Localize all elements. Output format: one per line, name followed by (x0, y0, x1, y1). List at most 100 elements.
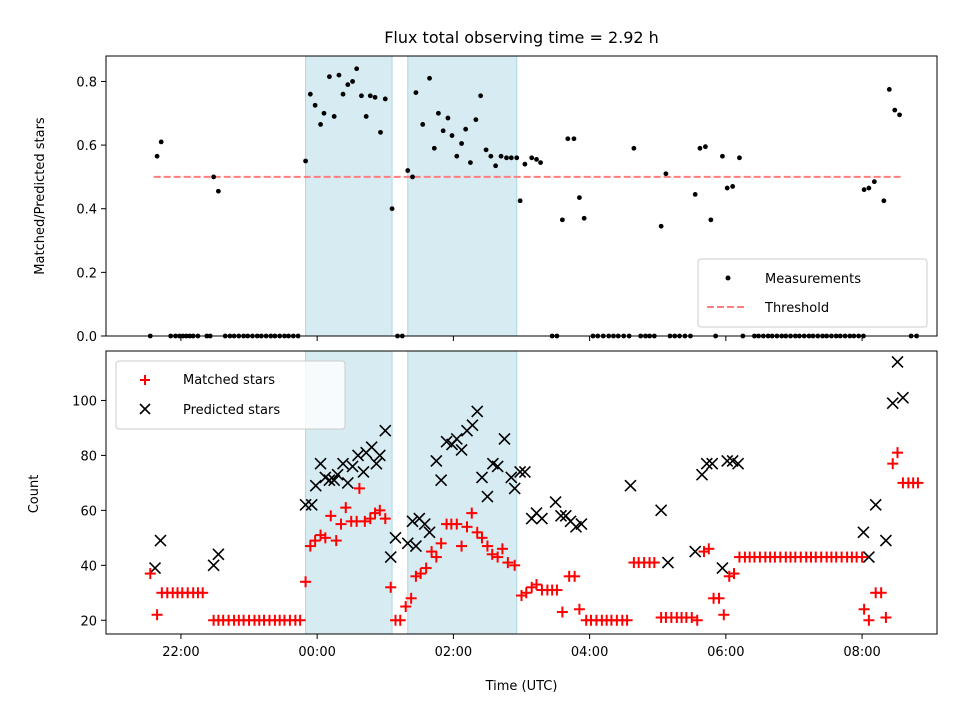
predicted-point (891, 355, 904, 369)
predicted-point-stroke (401, 537, 414, 550)
predicted-point (505, 471, 518, 484)
legend-threshold-label: Threshold (764, 301, 829, 316)
predicted-point (309, 479, 322, 492)
measurement-point (631, 145, 637, 151)
predicted-point-stroke (370, 457, 383, 470)
matched-point (858, 603, 870, 615)
measurement-point (427, 75, 432, 81)
matched-point (551, 584, 563, 596)
matched-point (300, 576, 312, 588)
measurement-point (336, 72, 342, 78)
predicted-point-stroke (323, 474, 336, 487)
predicted-point-stroke (689, 545, 702, 558)
legend-matched-label: Matched stars (183, 373, 275, 388)
measurement-point (861, 187, 867, 193)
predicted-point (148, 561, 162, 575)
predicted-point (879, 534, 892, 547)
predicted-point-stroke (726, 454, 739, 467)
measurement-point (354, 66, 360, 72)
measurement-point (420, 122, 426, 127)
predicted-point (328, 474, 341, 487)
measurement-point (382, 96, 388, 102)
legend-measurements-label: Measurements (765, 272, 861, 287)
measurement-point (514, 155, 520, 161)
predicted-point (305, 498, 318, 511)
matched-point (728, 568, 740, 580)
predicted-point-stroke (575, 518, 588, 531)
matched-point (394, 614, 406, 626)
predicted-point (514, 465, 527, 478)
measurement-point (692, 192, 698, 197)
matched-point (875, 587, 887, 599)
measurement-point (703, 144, 708, 150)
bottom-legend-box (115, 360, 346, 430)
matched-point (330, 535, 342, 547)
measurement-point (363, 114, 369, 119)
x-axis-label: Time (UTC) (485, 679, 558, 694)
predicted-point-stroke (154, 534, 167, 547)
predicted-point-stroke (716, 561, 729, 575)
bottom-shaded-intervals (305, 350, 518, 635)
matched-point (456, 540, 468, 552)
bottom-y-tick-label: 20 (80, 614, 97, 629)
matched-point (492, 551, 504, 563)
top-y-axis-label: Matched/Predicted stars (33, 117, 48, 275)
matched-point (880, 612, 892, 624)
predicted-point-stroke (896, 391, 910, 404)
measurement-point (737, 155, 742, 161)
matched-point (385, 581, 397, 593)
predicted-point (732, 457, 745, 470)
measurement-point (331, 114, 337, 119)
predicted-point (331, 468, 344, 481)
predicted-point (700, 457, 713, 470)
count-series (144, 355, 924, 626)
predicted-point (661, 556, 675, 569)
legend-measurements-marker (725, 275, 731, 281)
predicted-point (435, 474, 448, 487)
predicted-point-stroke (299, 498, 312, 511)
measurement-point (211, 174, 217, 180)
matched-point (509, 559, 521, 571)
measurement-point (697, 145, 703, 151)
predicted-point-stroke (624, 479, 637, 492)
bottom-y-tick-label: 80 (80, 449, 97, 464)
predicted-point (716, 561, 729, 575)
bottom-x-axis: 22:00 00:00 02:00 04:00 06:00 08:00 (162, 634, 881, 660)
predicted-point (351, 449, 365, 462)
matched-point (621, 614, 633, 626)
predicted-point (450, 432, 463, 445)
bottom-y-tick-label: 40 (80, 559, 97, 574)
matched-point (353, 482, 365, 494)
x-tick-label: 04:00 (571, 645, 608, 660)
predicted-point-stroke (481, 490, 494, 503)
matched-point (530, 579, 542, 591)
predicted-point (475, 471, 489, 484)
measurement-point (436, 110, 441, 116)
measurement-point (538, 160, 543, 165)
top-shaded-interval (407, 55, 518, 337)
predicted-point-stroke (508, 482, 521, 495)
bottom-y-axis-label: Count (27, 475, 42, 514)
top-legend-box (697, 258, 928, 328)
bottom-y-axis: 20 40 60 80 100 (72, 394, 106, 629)
measurement-point (431, 145, 437, 151)
predicted-point-stroke (869, 498, 882, 511)
predicted-point (689, 545, 702, 558)
count-panel: 20 40 60 80 100 22:00 00:00 02:00 04:00 06:00 08:… (27, 350, 938, 694)
measurement-point (440, 128, 446, 134)
measurement-point (493, 163, 499, 169)
predicted-point-stroke (328, 474, 341, 487)
matched-point (294, 614, 306, 626)
predicted-point-stroke (336, 457, 350, 470)
matched-point (430, 551, 442, 563)
bottom-y-tick-label: 60 (80, 504, 97, 519)
measurement-point (576, 195, 582, 200)
matched-point (891, 447, 903, 459)
top-y-tick-label: 0.8 (76, 75, 97, 90)
matched-point (451, 518, 463, 530)
predicted-point (491, 460, 504, 473)
predicted-point-stroke (505, 471, 518, 484)
predicted-point-stroke (357, 465, 370, 478)
predicted-point (379, 424, 392, 437)
predicted-point (455, 443, 468, 456)
